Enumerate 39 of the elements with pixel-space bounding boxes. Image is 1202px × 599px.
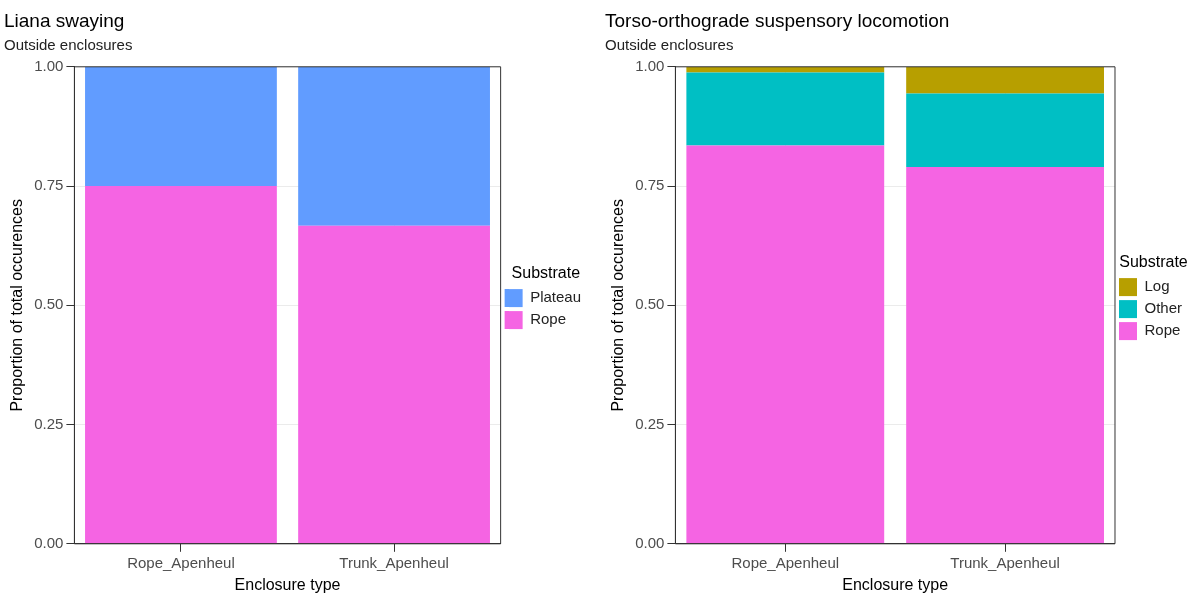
legend-label: Rope [530,310,566,328]
x-tick-label: Rope_Apenheul [127,553,235,571]
bar [85,66,277,187]
chart-title: Liana swaying [4,9,125,31]
chart-subtitle: Outside enclosures [605,35,734,53]
bar [298,225,490,544]
x-axis-title: Enclosure type [234,575,341,593]
bar [906,93,1104,167]
x-tick-label: Trunk_Apenheul [950,553,1060,571]
x-axis-title: Enclosure type [842,575,949,593]
x-tick-label: Trunk_Apenheul [339,553,449,571]
bar [906,166,1104,544]
y-tick-label: 0.00 [34,533,64,551]
legend-title: Substrate [1119,253,1188,271]
bar [686,72,885,146]
chart-title: Torso-orthograde suspensory locomotion [605,9,950,31]
x-tick-label: Rope_Apenheul [731,553,840,571]
y-tick-label: 0.50 [34,295,64,313]
bar [686,66,885,73]
bar [85,186,277,544]
y-tick-label: 0.50 [635,295,665,313]
bar [686,145,885,544]
y-tick-label: 0.25 [34,414,64,432]
bar [906,66,1104,94]
y-tick-label: 0.25 [635,414,665,432]
bar [298,66,490,226]
y-axis-title: Proportion of total occurences [8,199,26,412]
y-tick-label: 0.75 [635,176,665,194]
legend-label: Other [1144,299,1182,317]
y-tick-label: 1.00 [635,56,665,74]
y-axis-title: Proportion of total occurences [609,199,627,412]
y-tick-label: 0.75 [34,176,64,194]
chart-subtitle: Outside enclosures [4,35,133,53]
legend-label: Rope [1144,321,1181,339]
legend-title: Substrate [511,264,581,282]
legend-label: Log [1144,277,1170,295]
y-tick-label: 1.00 [34,56,64,74]
y-tick-label: 0.00 [635,533,665,551]
legend-label: Plateau [530,288,581,306]
